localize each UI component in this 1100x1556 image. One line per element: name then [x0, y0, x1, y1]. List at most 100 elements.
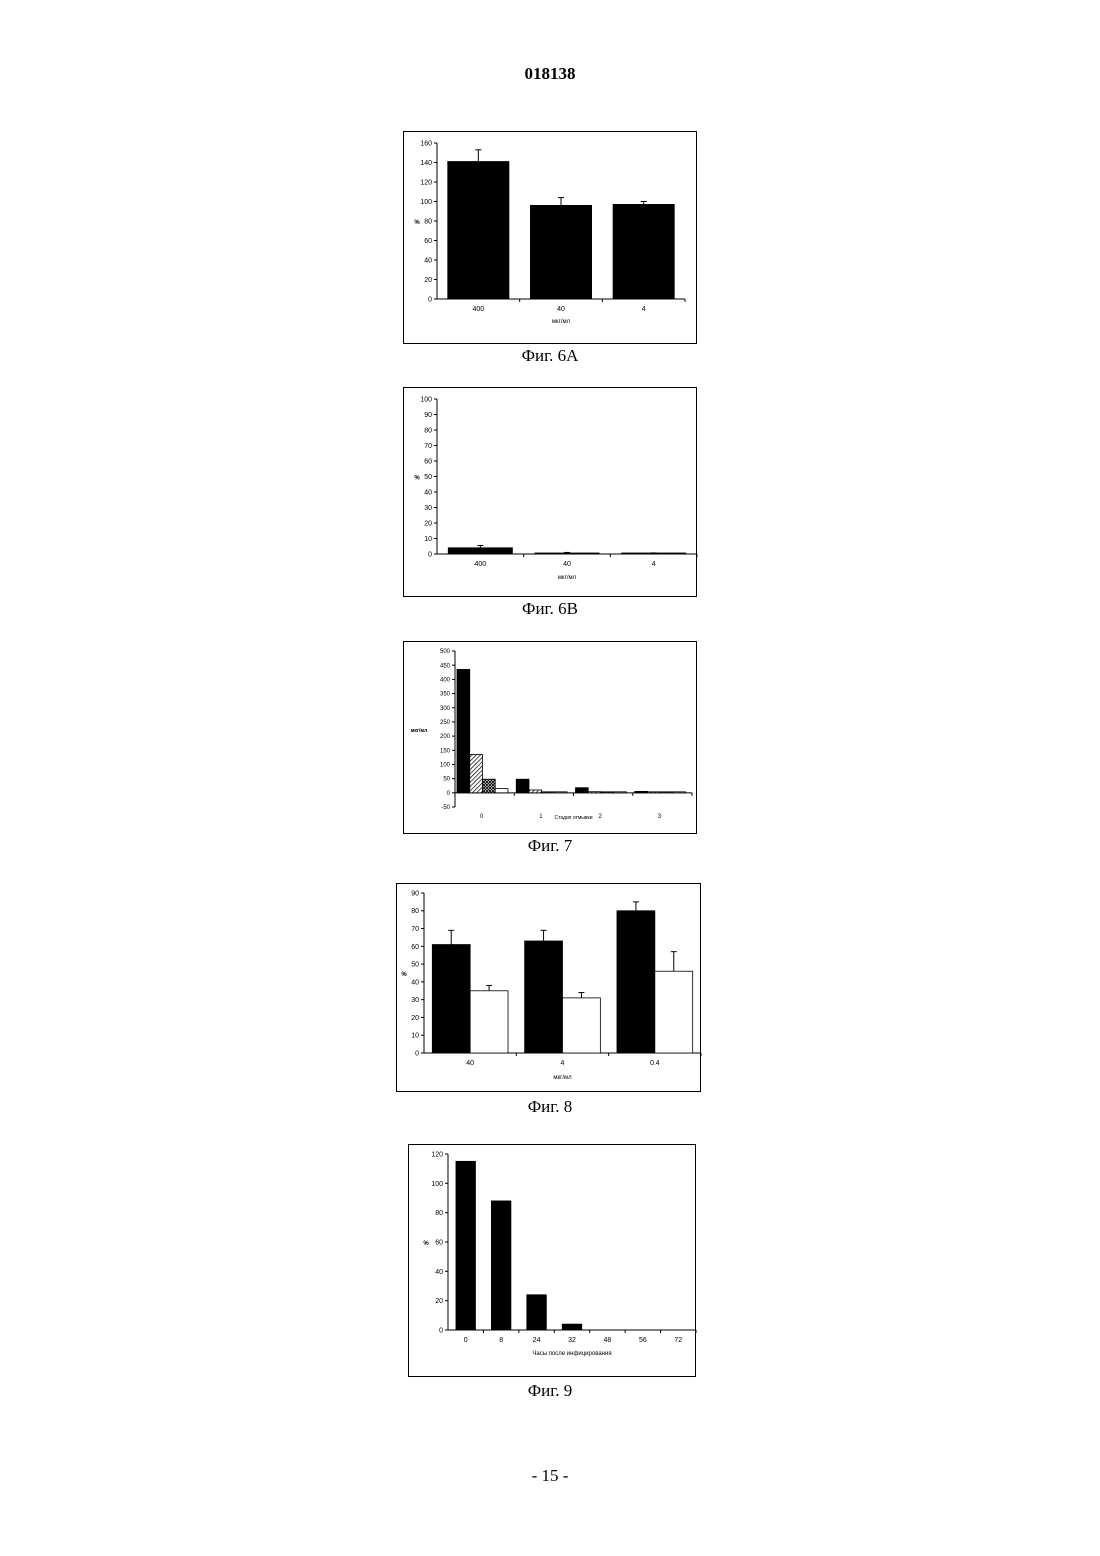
y-tick-label: 120: [431, 1151, 443, 1158]
y-tick-label: 90: [424, 412, 432, 419]
y-tick-label: 50: [424, 474, 432, 481]
x-tick-label: 4: [652, 561, 656, 568]
y-tick-label: 20: [424, 520, 432, 527]
bar: [554, 792, 567, 793]
y-tick-label: 40: [424, 489, 432, 496]
x-tick-label: 8: [499, 1337, 503, 1344]
y-tick-label: 90: [411, 890, 419, 897]
figure-7-chart: -500501001502002503003504004505000123Ста…: [403, 641, 697, 834]
y-tick-label: 0: [447, 791, 451, 797]
y-tick-label: 0: [428, 296, 432, 303]
y-axis-label: %: [401, 972, 407, 978]
figure-9-chart: 020406080100120082432485672Часы после ин…: [408, 1144, 696, 1377]
y-tick-label: 20: [424, 277, 432, 284]
bar: [542, 792, 555, 793]
y-tick-label: 40: [411, 979, 419, 986]
bar: [470, 991, 508, 1053]
y-tick-label: 100: [431, 1181, 443, 1188]
x-tick-label: 0.4: [650, 1060, 660, 1067]
x-tick-label: 48: [604, 1337, 612, 1344]
x-tick-label: 400: [474, 561, 486, 568]
y-tick-label: 200: [440, 734, 451, 740]
bar: [530, 205, 591, 299]
x-tick-label: 24: [533, 1337, 541, 1344]
bar: [448, 162, 509, 299]
chart-frame: [409, 1145, 696, 1377]
figure-8-caption: Фиг. 8: [0, 1097, 1100, 1117]
y-tick-label: 120: [420, 179, 432, 186]
y-tick-label: 20: [435, 1298, 443, 1305]
bar: [647, 792, 660, 793]
bar: [673, 792, 686, 793]
figure-9-caption: Фиг. 9: [0, 1381, 1100, 1401]
x-axis-label: Часы после инфицирования: [532, 1351, 611, 1357]
bar: [457, 669, 470, 792]
bar: [613, 204, 674, 299]
y-tick-label: 80: [424, 427, 432, 434]
y-tick-label: 50: [443, 777, 450, 783]
x-tick-label: 72: [674, 1337, 682, 1344]
y-axis-label: %: [414, 220, 420, 226]
bar: [527, 1295, 546, 1330]
x-tick-label: 0: [480, 814, 484, 820]
bar: [562, 1324, 581, 1330]
y-tick-label: 30: [411, 997, 419, 1004]
figure-6a-caption: Фиг. 6А: [0, 346, 1100, 366]
x-tick-label: 400: [472, 306, 484, 313]
bar: [516, 779, 529, 793]
x-tick-label: 40: [557, 306, 565, 313]
y-tick-label: 400: [440, 677, 451, 683]
bar: [635, 791, 648, 792]
y-tick-label: 60: [424, 238, 432, 245]
x-axis-label: мкг/мл: [558, 575, 577, 581]
y-tick-label: 10: [424, 536, 432, 543]
figure-6b-caption: Фиг. 6В: [0, 599, 1100, 619]
bar: [432, 945, 470, 1053]
figure-6b-chart: 0102030405060708090100400404мкг/мл%: [403, 387, 697, 597]
x-axis-label: мкг/мл: [553, 1075, 572, 1081]
bar: [614, 792, 627, 793]
x-tick-label: 32: [568, 1337, 576, 1344]
y-tick-label: 100: [420, 199, 432, 206]
bar: [563, 998, 601, 1053]
y-tick-label: 80: [424, 218, 432, 225]
y-tick-label: 80: [435, 1210, 443, 1217]
x-tick-label: 2: [598, 814, 602, 820]
x-tick-label: 3: [658, 814, 662, 820]
bar: [470, 755, 483, 793]
y-tick-label: 60: [424, 458, 432, 465]
x-tick-label: 40: [466, 1060, 474, 1067]
x-tick-label: 0: [464, 1337, 468, 1344]
bar: [448, 548, 512, 554]
figure-6a-chart: 020406080100120140160400404мкг/мл%: [403, 131, 697, 344]
x-tick-label: 1: [539, 814, 543, 820]
y-axis-label: %: [423, 1241, 429, 1247]
y-tick-label: 350: [440, 692, 451, 698]
x-tick-label: 4: [561, 1060, 565, 1067]
y-tick-label: 100: [440, 763, 451, 769]
y-axis-label: %: [414, 476, 420, 482]
y-tick-label: 150: [440, 748, 451, 754]
y-tick-label: 140: [420, 160, 432, 167]
x-tick-label: 40: [563, 561, 571, 568]
y-tick-label: 70: [424, 443, 432, 450]
figure-7-caption: Фиг. 7: [0, 836, 1100, 856]
bar: [655, 971, 693, 1053]
y-tick-label: 100: [420, 396, 432, 403]
y-tick-label: 0: [415, 1050, 419, 1057]
bar: [482, 779, 495, 793]
x-axis-label: мкг/мл: [552, 319, 571, 325]
bar: [456, 1161, 475, 1330]
y-tick-label: 0: [439, 1327, 443, 1334]
page-number: - 15 -: [0, 1466, 1100, 1486]
y-tick-label: 500: [440, 649, 451, 655]
bar: [601, 792, 614, 793]
bar: [495, 789, 508, 793]
y-tick-label: 20: [411, 1015, 419, 1022]
bar: [576, 788, 589, 793]
y-tick-label: 10: [411, 1033, 419, 1040]
bar: [617, 911, 655, 1053]
y-tick-label: 70: [411, 926, 419, 933]
x-tick-label: 56: [639, 1337, 647, 1344]
y-tick-label: 40: [435, 1269, 443, 1276]
